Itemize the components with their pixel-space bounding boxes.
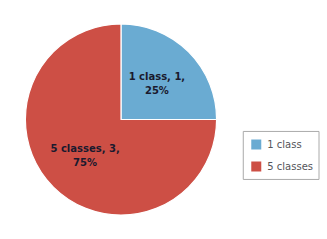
svg-text:5 classes: 5 classes xyxy=(267,161,313,172)
svg-text:25%: 25% xyxy=(145,85,169,96)
svg-text:5 classes, 3,: 5 classes, 3, xyxy=(50,143,119,154)
svg-text:75%: 75% xyxy=(73,157,97,168)
svg-text:1 class, 1,: 1 class, 1, xyxy=(129,71,185,82)
svg-text:1 class: 1 class xyxy=(267,139,301,150)
